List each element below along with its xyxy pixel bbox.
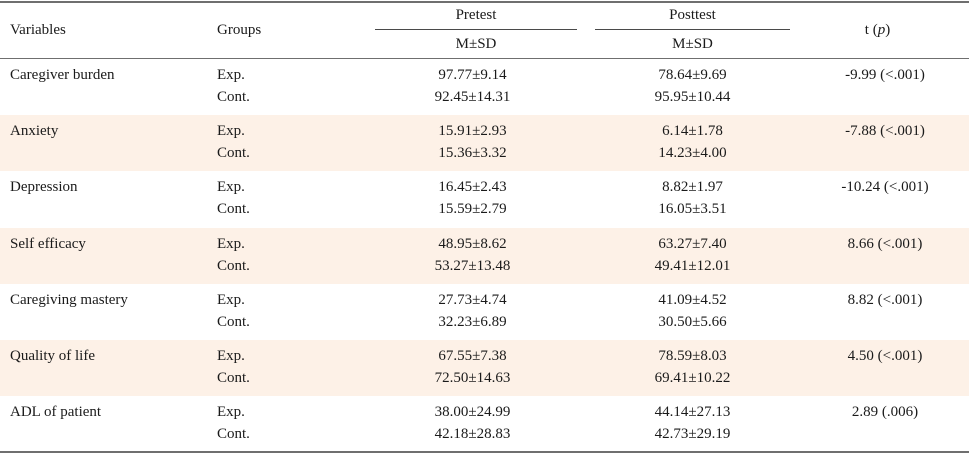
pretest-cont-value: 15.36±3.32 — [438, 145, 507, 162]
posttest-exp-value: 8.82±1.97 — [662, 179, 723, 196]
posttest-cont-value: 16.05±3.51 — [658, 201, 727, 218]
pretest-cont-value: 32.23±6.89 — [438, 313, 507, 330]
t-p-value: 8.66 (<.001) — [847, 235, 923, 252]
table-row — [0, 227, 969, 284]
group-exp-label: Exp. — [217, 404, 245, 421]
variable-name: Quality of life — [10, 348, 95, 364]
t-p-value: -9.99 (<.001) — [845, 67, 925, 83]
variable-name: Caregiving mastery — [10, 291, 128, 308]
pretest-subheader-rule — [375, 29, 577, 30]
posttest-cont-value: 30.50±5.66 — [658, 313, 727, 330]
header-p-label: p — [877, 22, 886, 38]
pretest-cont-value: 53.27±13.48 — [434, 257, 511, 274]
header-t-close: ) — [885, 22, 891, 38]
posttest-exp-value: 78.64±9.69 — [658, 67, 727, 83]
header-posttest-msd: M±SD — [672, 36, 713, 52]
header-t-p: t (p) — [810, 19, 945, 41]
variable-name: Self efficacy — [10, 235, 86, 252]
variable-name: Anxiety — [10, 123, 59, 140]
group-exp-label: Exp. — [217, 348, 245, 364]
header-t-label: t ( — [864, 22, 878, 38]
table-bottom-rule — [0, 451, 969, 453]
pretest-exp-value: 67.55±7.38 — [438, 348, 507, 364]
header-variables: Variables — [10, 22, 66, 38]
posttest-exp-value: 41.09±4.52 — [658, 291, 727, 308]
header-pretest: Pretest — [455, 7, 497, 23]
t-p-value: -7.88 (<.001) — [845, 123, 925, 140]
table-top-rule — [0, 1, 969, 3]
variable-name: ADL of patient — [10, 404, 102, 421]
pretest-cont-value: 72.50±14.63 — [434, 370, 511, 386]
posttest-cont-value: 49.41±12.01 — [654, 257, 731, 274]
t-p-value: -10.24 (<.001) — [841, 179, 929, 196]
t-p-value: 2.89 (.006) — [851, 404, 919, 421]
posttest-subheader-rule — [595, 29, 790, 30]
group-exp-label: Exp. — [217, 123, 245, 140]
group-cont-label: Cont. — [217, 145, 250, 162]
posttest-exp-value: 6.14±1.78 — [662, 123, 723, 140]
pretest-exp-value: 15.91±2.93 — [438, 123, 507, 140]
header-groups: Groups — [217, 22, 262, 38]
header-bottom-rule — [0, 58, 969, 59]
group-cont-label: Cont. — [217, 313, 250, 330]
posttest-exp-value: 78.59±8.03 — [658, 348, 727, 364]
header-posttest: Posttest — [669, 7, 716, 23]
posttest-cont-value: 42.73±29.19 — [654, 426, 731, 443]
variable-name: Caregiver burden — [10, 67, 115, 83]
pretest-exp-value: 48.95±8.62 — [438, 235, 507, 252]
group-cont-label: Cont. — [217, 201, 250, 218]
table-row — [0, 340, 969, 396]
pretest-exp-value: 16.45±2.43 — [438, 179, 507, 196]
pretest-cont-value: 42.18±28.83 — [434, 426, 511, 443]
header-pretest-msd: M±SD — [455, 36, 497, 52]
pretest-exp-value: 97.77±9.14 — [438, 67, 507, 83]
posttest-cont-value: 95.95±10.44 — [654, 89, 731, 105]
group-exp-label: Exp. — [217, 235, 245, 252]
group-cont-label: Cont. — [217, 370, 250, 386]
pretest-cont-value: 92.45±14.31 — [434, 89, 511, 105]
posttest-cont-value: 14.23±4.00 — [658, 145, 727, 162]
posttest-exp-value: 44.14±27.13 — [654, 404, 731, 421]
group-cont-label: Cont. — [217, 89, 250, 105]
table-row — [0, 115, 969, 172]
posttest-exp-value: 63.27±7.40 — [658, 235, 727, 252]
group-exp-label: Exp. — [217, 67, 245, 83]
group-exp-label: Exp. — [217, 179, 245, 196]
variable-name: Depression — [10, 179, 78, 196]
group-exp-label: Exp. — [217, 291, 245, 308]
group-cont-label: Cont. — [217, 426, 250, 443]
t-p-value: 8.82 (<.001) — [847, 291, 923, 308]
pretest-exp-value: 38.00±24.99 — [434, 404, 511, 421]
posttest-cont-value: 69.41±10.22 — [654, 370, 731, 386]
pretest-cont-value: 15.59±2.79 — [438, 201, 507, 218]
t-p-value: 4.50 (<.001) — [847, 348, 923, 364]
group-cont-label: Cont. — [217, 257, 250, 274]
pretest-exp-value: 27.73±4.74 — [438, 291, 507, 308]
